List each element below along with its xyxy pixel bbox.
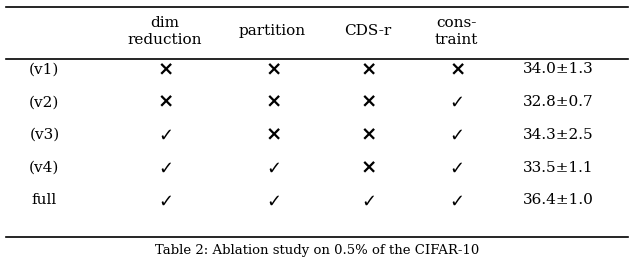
Text: 34.3±2.5: 34.3±2.5 <box>522 128 593 142</box>
Text: $\boldsymbol{\times}$: $\boldsymbol{\times}$ <box>359 125 376 144</box>
Text: $\checkmark$: $\checkmark$ <box>266 192 280 209</box>
Text: CDS-r: CDS-r <box>344 24 391 39</box>
Text: $\checkmark$: $\checkmark$ <box>450 93 463 111</box>
Text: Table 2: Ablation study on 0.5% of the CIFAR-10: Table 2: Ablation study on 0.5% of the C… <box>155 244 479 257</box>
Text: 33.5±1.1: 33.5±1.1 <box>522 161 593 175</box>
Text: $\boldsymbol{\times}$: $\boldsymbol{\times}$ <box>157 60 173 79</box>
Text: $\checkmark$: $\checkmark$ <box>158 126 172 144</box>
Text: $\boldsymbol{\times}$: $\boldsymbol{\times}$ <box>157 93 173 112</box>
Text: 36.4±1.0: 36.4±1.0 <box>522 193 593 208</box>
Text: $\boldsymbol{\times}$: $\boldsymbol{\times}$ <box>359 60 376 79</box>
Text: $\checkmark$: $\checkmark$ <box>450 159 463 177</box>
Text: (v3): (v3) <box>29 128 60 142</box>
Text: $\boldsymbol{\times}$: $\boldsymbol{\times}$ <box>264 93 281 112</box>
Text: $\boldsymbol{\times}$: $\boldsymbol{\times}$ <box>359 158 376 177</box>
Text: cons-
traint: cons- traint <box>435 16 478 47</box>
Text: 34.0±1.3: 34.0±1.3 <box>522 62 593 77</box>
Text: $\checkmark$: $\checkmark$ <box>450 126 463 144</box>
Text: $\boldsymbol{\times}$: $\boldsymbol{\times}$ <box>359 93 376 112</box>
Text: (v2): (v2) <box>29 95 60 109</box>
Text: (v4): (v4) <box>29 161 60 175</box>
Text: partition: partition <box>239 24 306 39</box>
Text: $\checkmark$: $\checkmark$ <box>450 192 463 209</box>
Text: $\boldsymbol{\times}$: $\boldsymbol{\times}$ <box>264 60 281 79</box>
Text: $\boldsymbol{\times}$: $\boldsymbol{\times}$ <box>448 60 465 79</box>
Text: dim
reduction: dim reduction <box>127 16 202 47</box>
Text: 32.8±0.7: 32.8±0.7 <box>522 95 593 109</box>
Text: full: full <box>32 193 57 208</box>
Text: $\checkmark$: $\checkmark$ <box>266 159 280 177</box>
Text: $\checkmark$: $\checkmark$ <box>158 159 172 177</box>
Text: $\boldsymbol{\times}$: $\boldsymbol{\times}$ <box>264 125 281 144</box>
Text: $\checkmark$: $\checkmark$ <box>361 192 375 209</box>
Text: $\checkmark$: $\checkmark$ <box>158 192 172 209</box>
Text: (v1): (v1) <box>29 62 60 77</box>
